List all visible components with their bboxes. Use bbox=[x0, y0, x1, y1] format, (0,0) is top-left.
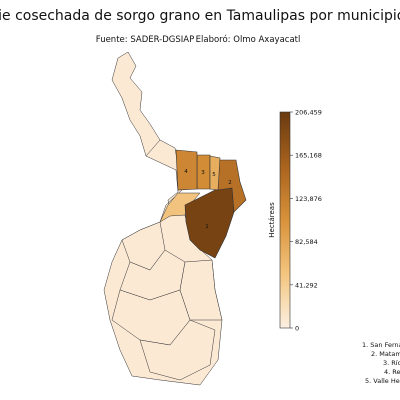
municipality bbox=[111, 51, 161, 159]
state-map bbox=[103, 51, 223, 386]
colorbar bbox=[279, 111, 291, 329]
colorbar-tick-label: 0 bbox=[295, 325, 299, 333]
colorbar-ticks: 0 41,292 82,584 123,876 165,168 206,459 bbox=[290, 109, 322, 333]
source: Fuente: SADER-DGSIAP bbox=[96, 35, 194, 45]
region-label: 4 bbox=[184, 169, 188, 175]
colorbar-tick-label: 123,876 bbox=[295, 195, 322, 203]
municipality-region bbox=[175, 149, 198, 191]
legend-entry: 3. Río B bbox=[383, 359, 400, 367]
region-group: 1 2 3 4 5 bbox=[159, 149, 247, 259]
colorbar-tick-label: 165,168 bbox=[295, 152, 322, 160]
colorbar-tick-label: 82,584 bbox=[295, 238, 318, 246]
legend-entry: 4. Re bbox=[384, 368, 400, 376]
municipality bbox=[139, 319, 216, 381]
region-label: 1 bbox=[205, 224, 209, 230]
legend-entry: 1. San Ferna bbox=[362, 341, 400, 349]
colorbar-label: Hectáreas bbox=[268, 202, 276, 238]
colorbar-tick-label: 41,292 bbox=[295, 281, 318, 289]
colorbar-tick-label: 206,459 bbox=[295, 109, 322, 117]
region-label: 5 bbox=[212, 172, 216, 178]
legend-entry: 5. Valle Her bbox=[365, 377, 400, 385]
municipality-region bbox=[209, 155, 221, 191]
region-label: 3 bbox=[201, 170, 205, 176]
region-label: 2 bbox=[228, 180, 232, 186]
legend-entry: 2. Matam bbox=[371, 350, 400, 358]
municipality bbox=[179, 259, 223, 321]
author: Elaboró: Olmo Axayacatl bbox=[196, 34, 301, 45]
title: rficie cosechada de sorgo grano en Tamau… bbox=[0, 8, 400, 24]
municipality-region bbox=[217, 159, 247, 213]
region bbox=[159, 192, 201, 223]
